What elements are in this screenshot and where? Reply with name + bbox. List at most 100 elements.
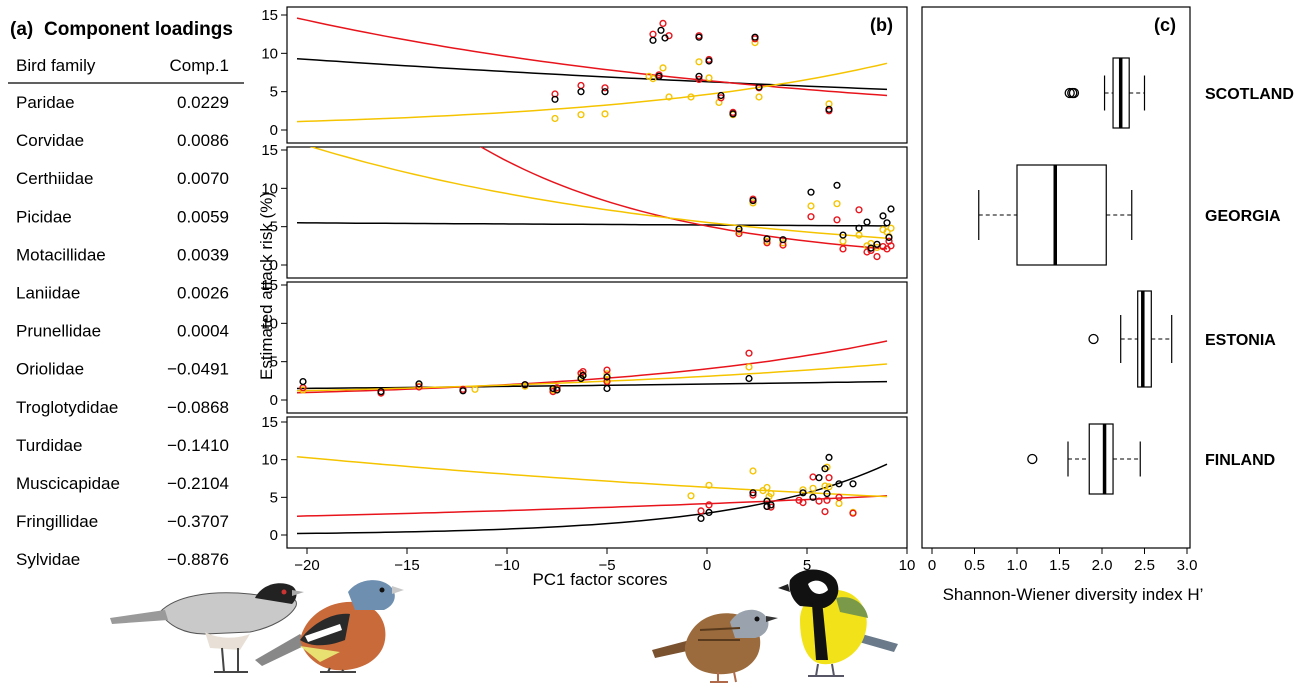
data-point-yellow <box>645 72 653 80</box>
x-tick-label: 10 <box>899 557 916 574</box>
data-point-black <box>883 219 891 227</box>
data-point-red <box>603 366 611 374</box>
data-point-black <box>657 26 665 34</box>
data-point-red <box>695 75 703 84</box>
scatter-subpanel: 0 5 10 15 −20 −15 −10 −5 0 5 10 <box>261 414 915 574</box>
table-cell-loading: −0.0491 <box>167 360 229 379</box>
x-tick-label: −20 <box>294 557 319 574</box>
table-cell-family: Muscicapidae <box>16 474 120 493</box>
y-tick-label: 0 <box>270 257 278 274</box>
data-point-black <box>873 240 881 248</box>
x-tick-label: −10 <box>494 557 519 574</box>
data-point-black <box>821 465 829 473</box>
data-point-yellow <box>551 114 559 123</box>
data-point-black <box>867 244 875 252</box>
table-title: Component loadings <box>44 19 233 40</box>
y-tick-label: 0 <box>270 122 278 139</box>
fit-line-black <box>296 57 888 91</box>
box-iqr <box>1088 423 1114 495</box>
panel-c-boxplot: (c) 0 0.5 1.0 1.5 2.0 2.5 3.0 SCOTLAND GEORGIA EST… <box>921 6 1294 574</box>
box-group: GEORGIA <box>978 164 1281 266</box>
subpanel-plot-area <box>296 453 888 535</box>
table-cell-loading: 0.0039 <box>177 245 229 264</box>
fit-line-yellow <box>309 147 888 239</box>
table-cell-family: Oriolidae <box>16 360 84 379</box>
y-tick-label: 10 <box>261 315 278 332</box>
bird-illustration-great-tit <box>778 569 898 677</box>
data-point-black <box>697 514 705 523</box>
table-cell-family: Troglotydidae <box>16 398 118 417</box>
data-point-black <box>745 374 753 383</box>
data-point-yellow <box>887 224 895 232</box>
y-tick-label: 15 <box>261 277 278 294</box>
data-point-black <box>655 72 663 80</box>
x-tick-label: 5 <box>803 557 811 574</box>
data-point-red <box>815 497 823 505</box>
y-tick-label: 15 <box>261 7 278 24</box>
data-point-red <box>835 493 843 501</box>
subpanel-plot-area <box>296 147 895 261</box>
group-label: SCOTLAND <box>1205 86 1294 103</box>
data-point-red <box>863 248 871 256</box>
data-point-black <box>649 36 657 44</box>
subpanel-frame <box>286 6 908 144</box>
data-point-yellow <box>749 467 757 475</box>
fit-line-red <box>296 495 888 517</box>
data-point-black <box>823 490 831 498</box>
data-point-red <box>415 383 423 391</box>
table-cell-loading: −0.8876 <box>167 550 229 569</box>
data-point-black <box>839 231 847 239</box>
data-point-red <box>821 508 829 516</box>
data-point-yellow <box>687 93 695 101</box>
data-point-red <box>767 503 775 511</box>
panel-b-label: (b) <box>870 15 893 35</box>
data-point-red <box>795 496 803 504</box>
data-point-yellow <box>755 93 763 101</box>
table-cell-loading: 0.0229 <box>177 93 229 112</box>
data-point-black <box>763 502 771 511</box>
data-point-black <box>887 205 895 213</box>
box-group: FINLAND <box>1027 423 1275 495</box>
data-point-red <box>855 206 863 214</box>
panel-c-frame <box>921 6 1191 549</box>
data-point-black <box>767 501 775 509</box>
box-group: ESTONIA <box>1088 290 1276 388</box>
x-tick-label: 2.5 <box>1134 557 1155 574</box>
data-point-red <box>735 230 743 238</box>
panel-b-xlabel: PC1 factor scores <box>532 570 667 589</box>
table-cell-loading: 0.0086 <box>177 131 229 150</box>
data-point-red <box>549 388 557 396</box>
table-header-family: Bird family <box>16 56 96 75</box>
subpanel-frame <box>286 416 908 549</box>
data-point-red <box>745 349 753 357</box>
x-tick-label: 0.5 <box>964 557 985 574</box>
data-point-black <box>521 381 529 389</box>
data-point-yellow <box>825 483 833 491</box>
table-cell-loading: −0.3707 <box>167 512 229 531</box>
y-tick-label: 15 <box>261 414 278 431</box>
fit-line-red <box>296 340 888 394</box>
table-cell-loading: −0.0868 <box>167 398 229 417</box>
y-tick-label: 10 <box>261 452 278 469</box>
data-point-black <box>807 188 815 196</box>
table-cell-loading: 0.0004 <box>177 322 229 341</box>
data-point-black <box>729 110 737 118</box>
data-point-yellow <box>835 499 843 508</box>
data-point-black <box>825 453 833 462</box>
data-point-black <box>809 493 817 501</box>
data-point-red <box>603 378 611 386</box>
y-tick-label: 0 <box>270 527 278 544</box>
data-point-black <box>603 384 611 393</box>
box-group: SCOTLAND <box>1064 57 1294 129</box>
x-tick-label: 0 <box>703 557 711 574</box>
data-point-black <box>459 387 467 395</box>
y-tick-label: 5 <box>270 84 278 101</box>
data-point-red <box>601 84 609 92</box>
data-point-black <box>749 197 757 205</box>
data-point-black <box>735 225 743 233</box>
data-point-black <box>879 212 887 220</box>
box-iqr <box>1016 164 1107 266</box>
panel-c-xlabel: Shannon-Wiener diversity index H’ <box>943 585 1204 604</box>
group-label: ESTONIA <box>1205 332 1276 349</box>
table-cell-family: Sylvidae <box>16 550 80 569</box>
